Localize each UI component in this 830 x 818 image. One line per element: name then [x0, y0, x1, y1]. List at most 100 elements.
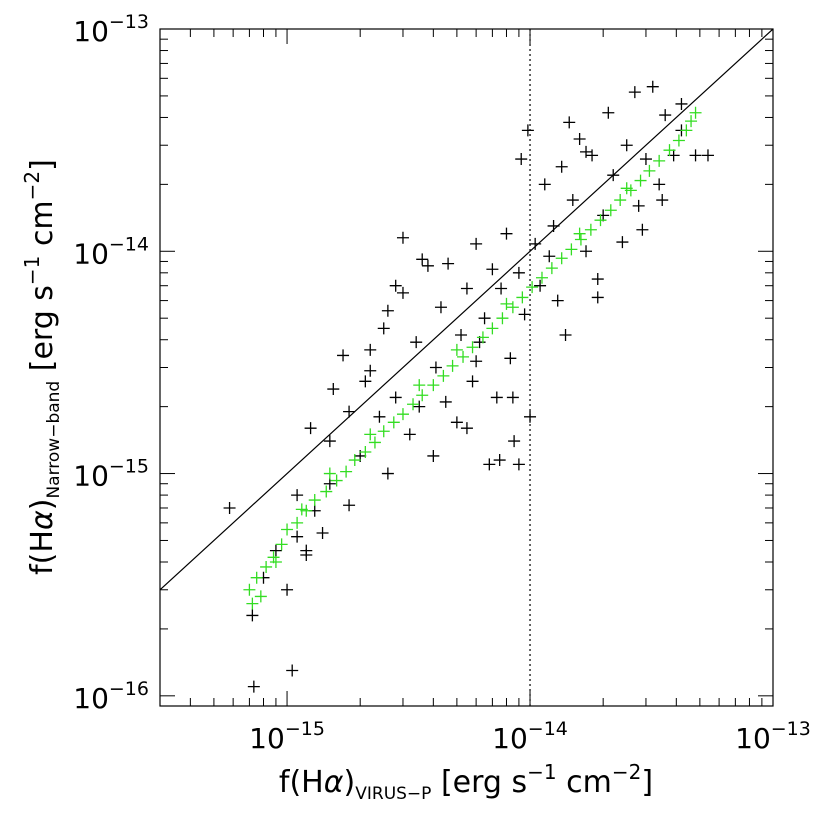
data-point-s0-13 [337, 349, 350, 362]
data-point-s0-51 [529, 237, 542, 250]
data-point-s1-51 [364, 428, 377, 441]
data-point-s0-66 [616, 236, 629, 249]
data-point-s0-91 [416, 253, 429, 266]
x-tick-label-1: 10−14 [492, 718, 568, 755]
data-point-s1-14 [359, 446, 372, 459]
data-point-s1-7 [291, 516, 304, 529]
data-point-s0-80 [512, 458, 525, 471]
data-point-s0-53 [538, 178, 551, 191]
data-point-s1-16 [377, 425, 390, 438]
data-point-s0-22 [396, 231, 409, 244]
y-axis-label: f(Hα)Narrow−band [erg s−1 cm−2] [20, 159, 64, 575]
data-point-s0-36 [466, 375, 479, 388]
data-point-s0-56 [555, 160, 568, 173]
data-point-s0-77 [701, 149, 714, 162]
data-point-s1-35 [565, 243, 578, 256]
data-point-s0-97 [656, 194, 669, 207]
data-point-s1-57 [246, 597, 259, 610]
data-point-s1-10 [320, 485, 333, 498]
x-tick-label-2: 10−13 [735, 718, 811, 755]
data-point-s1-27 [486, 322, 499, 335]
data-point-s0-99 [591, 291, 604, 304]
data-point-s1-12 [340, 465, 353, 478]
data-point-s0-78 [675, 97, 688, 110]
data-point-s0-85 [343, 499, 356, 512]
data-point-s0-14 [343, 405, 356, 418]
data-point-s1-44 [653, 154, 666, 167]
data-point-s0-6 [281, 583, 294, 596]
data-point-s0-64 [602, 106, 615, 119]
data-point-s1-48 [685, 115, 698, 128]
data-point-s1-2 [254, 590, 267, 603]
data-point-s0-33 [450, 416, 463, 429]
data-point-s1-46 [672, 134, 685, 147]
data-point-s1-49 [689, 106, 702, 119]
data-point-s0-17 [364, 343, 377, 356]
data-point-s1-1 [250, 571, 263, 584]
data-point-s0-65 [607, 169, 620, 182]
data-point-s0-2 [286, 664, 299, 677]
data-point-s1-38 [594, 214, 607, 227]
data-point-s0-10 [316, 527, 329, 540]
data-point-s0-24 [403, 428, 416, 441]
data-point-s0-96 [636, 223, 649, 236]
data-point-s1-3 [260, 560, 273, 573]
data-point-s0-60 [580, 245, 593, 258]
data-point-s1-22 [437, 369, 450, 382]
data-point-s1-29 [506, 301, 519, 314]
data-point-s0-76 [689, 149, 702, 162]
data-point-s0-93 [506, 391, 519, 404]
data-point-s0-48 [515, 153, 528, 166]
data-point-s1-15 [368, 436, 381, 449]
data-point-s0-20 [381, 467, 394, 480]
data-point-s0-44 [500, 227, 513, 240]
one-to-one-line [160, 29, 773, 591]
data-point-s1-33 [545, 262, 558, 275]
data-point-s1-47 [680, 124, 693, 137]
x-tick-label-0: 10−15 [249, 718, 325, 755]
data-point-s0-94 [547, 219, 560, 232]
data-point-s1-13 [348, 454, 361, 467]
data-point-s0-95 [563, 116, 576, 129]
data-point-s0-7 [291, 530, 304, 543]
data-point-s1-19 [407, 398, 420, 411]
data-point-s0-98 [580, 145, 593, 158]
data-point-s0-12 [327, 383, 340, 396]
data-point-s0-45 [504, 352, 517, 365]
data-point-s1-54 [500, 297, 513, 310]
data-point-s1-24 [457, 350, 470, 363]
data-point-s1-50 [323, 467, 336, 480]
data-point-s0-73 [659, 109, 672, 122]
data-point-s0-35 [460, 282, 473, 295]
data-point-s0-11 [323, 435, 336, 448]
data-point-s0-92 [460, 422, 473, 435]
data-point-s1-55 [573, 227, 586, 240]
data-point-s0-39 [478, 312, 491, 325]
data-point-s1-17 [387, 416, 400, 429]
data-point-s0-69 [632, 199, 645, 212]
data-point-s0-31 [439, 395, 452, 408]
data-point-s0-18 [373, 410, 386, 423]
data-point-s0-59 [573, 132, 586, 145]
data-point-s1-0 [243, 583, 256, 596]
data-point-s0-54 [543, 250, 556, 263]
data-point-s1-9 [308, 494, 321, 507]
data-point-s1-25 [466, 341, 479, 354]
data-point-s1-21 [427, 379, 440, 392]
data-point-s1-40 [614, 194, 627, 207]
data-point-s0-81 [493, 454, 506, 467]
data-point-s1-34 [555, 252, 568, 265]
data-point-s1-31 [526, 281, 539, 294]
data-point-s0-72 [653, 178, 666, 191]
data-point-s0-63 [597, 209, 610, 222]
data-point-s0-1 [247, 680, 260, 693]
data-point-s1-58 [269, 556, 282, 569]
y-tick-label-3: 10−13 [73, 11, 149, 48]
data-point-s0-83 [381, 304, 394, 317]
y-tick-label-0: 10−16 [73, 678, 149, 715]
data-point-s1-36 [574, 233, 587, 246]
data-point-s0-61 [586, 149, 599, 162]
data-point-s1-28 [496, 312, 509, 325]
data-point-s1-23 [446, 359, 459, 372]
x-axis-label: f(Hα)VIRUS−P [erg s−1 cm−2] [279, 760, 653, 804]
